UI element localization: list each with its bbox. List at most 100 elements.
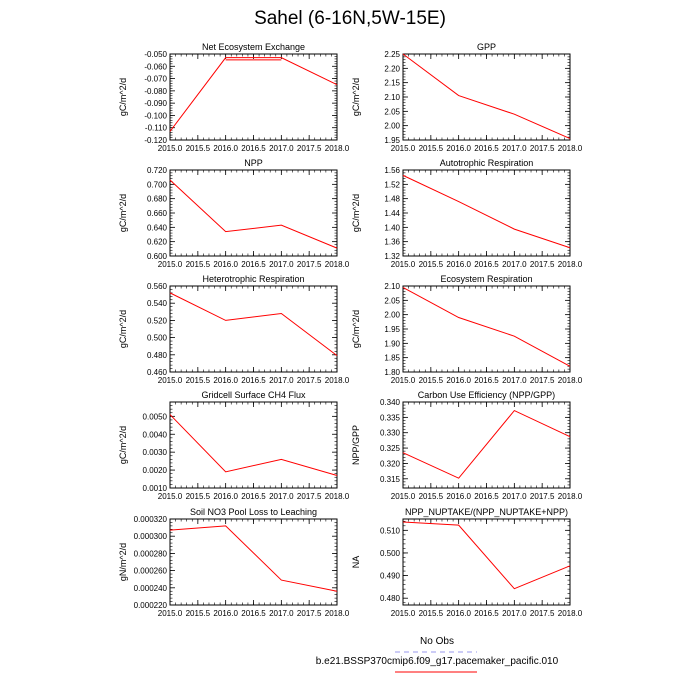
panel-7-ytick-label: 0.0010 — [143, 484, 168, 493]
panel-7-series-line — [169, 414, 338, 476]
panel-10-series-line — [402, 521, 571, 590]
panel-8-ylabel: NPP/GPP — [351, 425, 361, 465]
panel-10-xtick-label: 2016.0 — [446, 609, 471, 618]
panel-7-ylabel: gC/m^2/d — [118, 426, 128, 464]
panel-1-ytick-label: -0.100 — [144, 111, 167, 120]
panel-8-title: Carbon Use Efficiency (NPP/GPP) — [418, 390, 555, 400]
panel-2-xtick-label: 2017.0 — [502, 144, 527, 153]
panel-3-ytick-label: 0.720 — [147, 166, 168, 175]
panel-7-frame — [169, 401, 338, 489]
panel-2-series-line — [402, 53, 571, 140]
panel-5-ytick-label: 0.560 — [147, 282, 168, 291]
panel-2-xtick-label: 2015.5 — [419, 144, 444, 153]
panel-6-frame — [402, 285, 571, 373]
panel-2-xtick-label: 2018.0 — [558, 144, 583, 153]
panel-6-ytick-label: 2.10 — [384, 282, 400, 291]
panel-5-ylabel: gC/m^2/d — [118, 310, 128, 348]
panel-10-ylabel: NA — [351, 556, 361, 569]
panel-10-xtick-label: 2017.5 — [530, 609, 555, 618]
panel-8-ytick-label: 0.315 — [380, 475, 401, 484]
panel-8-xtick-label: 2017.0 — [502, 492, 527, 501]
panel-5-ytick-label: 0.500 — [147, 334, 168, 343]
panel-5-xtick-label: 2017.5 — [297, 376, 322, 385]
panel-6-xtick-label: 2017.0 — [502, 376, 527, 385]
panel-2-ylabel: gC/m^2/d — [351, 78, 361, 116]
panel-2-xtick-label: 2017.5 — [530, 144, 555, 153]
panel-1-ytick-label: -0.050 — [144, 50, 167, 59]
panel-4-xtick-label: 2017.5 — [530, 260, 555, 269]
panel-10-ytick-label: 0.510 — [380, 526, 401, 535]
panel-3-title: NPP — [244, 158, 263, 168]
panel-7-ytick-label: 0.0030 — [143, 448, 168, 457]
panel-3-ytick-label: 0.660 — [147, 209, 168, 218]
panel-4-series-line — [402, 174, 571, 249]
panel-1-frame — [169, 53, 338, 141]
panel-10-xtick-label: 2017.0 — [502, 609, 527, 618]
panel-8-ytick-label: 0.330 — [380, 429, 401, 438]
panel-6-ytick-label: 1.90 — [384, 339, 400, 348]
panel-4-xtick-label: 2015.0 — [391, 260, 416, 269]
panel-9-xtick-label: 2015.5 — [186, 609, 211, 618]
panel-6-xtick-label: 2016.5 — [474, 376, 499, 385]
panel-1-ytick-label: -0.080 — [144, 87, 167, 96]
panel-6-ytick-label: 1.85 — [384, 354, 400, 363]
panel-2-xtick-label: 2016.5 — [474, 144, 499, 153]
panel-3-ytick-label: 0.700 — [147, 180, 168, 189]
panel-1-xtick-label: 2017.0 — [269, 144, 294, 153]
panel-4-ylabel: gC/m^2/d — [351, 194, 361, 232]
panel-1-xtick-label: 2015.5 — [186, 144, 211, 153]
panel-5-series-line — [169, 292, 338, 357]
panel-7-xtick-label: 2015.5 — [186, 492, 211, 501]
panel-6-ytick-label: 2.05 — [384, 296, 400, 305]
panel-5-ytick-label: 0.460 — [147, 368, 168, 377]
panel-8-xtick-label: 2015.5 — [419, 492, 444, 501]
panel-4-ytick-label: 1.40 — [384, 223, 400, 232]
panel-10-xtick-label: 2016.5 — [474, 609, 499, 618]
panel-1-series-line — [169, 57, 338, 132]
panel-8-series-line — [402, 409, 571, 479]
panel-7-xtick-label: 2016.5 — [241, 492, 266, 501]
panel-7-xtick-label: 2017.5 — [297, 492, 322, 501]
panel-2-ytick-label: 2.25 — [384, 50, 400, 59]
panel-1-xtick-label: 2018.0 — [325, 144, 350, 153]
panel-9-xtick-label: 2017.0 — [269, 609, 294, 618]
panel-1-title: Net Ecosystem Exchange — [202, 42, 305, 52]
panel-3-ylabel: gC/m^2/d — [118, 194, 128, 232]
panel-9-ytick-label: 0.000280 — [134, 549, 168, 558]
panel-6-ytick-label: 1.80 — [384, 368, 400, 377]
panel-2-title: GPP — [477, 42, 496, 52]
panel-3-series-line — [169, 179, 338, 249]
panel-5-xtick-label: 2016.5 — [241, 376, 266, 385]
panel-4-ytick-label: 1.32 — [384, 252, 400, 261]
panel-1-xtick-label: 2015.0 — [158, 144, 183, 153]
panel-3-frame — [169, 169, 338, 257]
figure-title: Sahel (6-16N,5W-15E) — [254, 8, 446, 29]
panel-2-xtick-label: 2016.0 — [446, 144, 471, 153]
panel-7-ytick-label: 0.0020 — [143, 466, 168, 475]
panel-9-xtick-label: 2016.5 — [241, 609, 266, 618]
panel-2-xtick-label: 2015.0 — [391, 144, 416, 153]
panel-1-ytick-label: -0.120 — [144, 136, 167, 145]
panel-4-ytick-label: 1.52 — [384, 180, 400, 189]
panel-7-ytick-label: 0.0040 — [143, 430, 168, 439]
panel-5-ytick-label: 0.480 — [147, 351, 168, 360]
panel-6-xtick-label: 2018.0 — [558, 376, 583, 385]
panel-9-xtick-label: 2016.0 — [213, 609, 238, 618]
panel-4-xtick-label: 2016.5 — [474, 260, 499, 269]
panel-5-xtick-label: 2016.0 — [213, 376, 238, 385]
panel-10-ytick-label: 0.480 — [380, 594, 401, 603]
panel-4-ytick-label: 1.56 — [384, 166, 400, 175]
panel-6-xtick-label: 2016.0 — [446, 376, 471, 385]
panel-5-xtick-label: 2015.0 — [158, 376, 183, 385]
legend-obs-label: No Obs — [420, 636, 454, 647]
panel-1-xtick-label: 2017.5 — [297, 144, 322, 153]
panel-9-series-line — [169, 525, 338, 592]
panel-8-ytick-label: 0.325 — [380, 444, 401, 453]
panel-8-xtick-label: 2015.0 — [391, 492, 416, 501]
panel-10-ytick-label: 0.490 — [380, 572, 401, 581]
panel-6-ytick-label: 2.00 — [384, 311, 400, 320]
panel-10-xtick-label: 2018.0 — [558, 609, 583, 618]
panel-7-xtick-label: 2017.0 — [269, 492, 294, 501]
panel-3-ytick-label: 0.680 — [147, 195, 168, 204]
